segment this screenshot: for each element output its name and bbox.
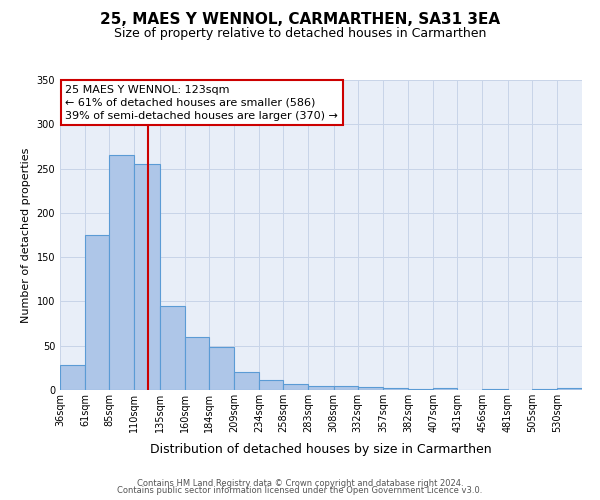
Bar <box>259 380 283 390</box>
Bar <box>185 337 209 390</box>
Bar <box>109 156 134 390</box>
Bar <box>308 386 334 390</box>
Y-axis label: Number of detached properties: Number of detached properties <box>21 148 31 322</box>
X-axis label: Distribution of detached houses by size in Carmarthen: Distribution of detached houses by size … <box>150 444 492 456</box>
Bar <box>160 306 185 390</box>
Text: Contains HM Land Registry data © Crown copyright and database right 2024.: Contains HM Land Registry data © Crown c… <box>137 478 463 488</box>
Bar <box>134 164 160 390</box>
Bar <box>557 388 582 390</box>
Bar <box>383 388 408 390</box>
Bar <box>334 386 358 390</box>
Bar <box>85 235 109 390</box>
Text: 25, MAES Y WENNOL, CARMARTHEN, SA31 3EA: 25, MAES Y WENNOL, CARMARTHEN, SA31 3EA <box>100 12 500 28</box>
Bar <box>60 365 85 390</box>
Bar <box>209 348 234 390</box>
Bar <box>408 389 433 390</box>
Bar <box>358 388 383 390</box>
Text: 25 MAES Y WENNOL: 123sqm
← 61% of detached houses are smaller (586)
39% of semi-: 25 MAES Y WENNOL: 123sqm ← 61% of detach… <box>65 84 338 121</box>
Bar <box>234 372 259 390</box>
Text: Size of property relative to detached houses in Carmarthen: Size of property relative to detached ho… <box>114 28 486 40</box>
Bar <box>532 389 557 390</box>
Bar <box>433 388 457 390</box>
Bar <box>283 384 308 390</box>
Bar <box>482 389 508 390</box>
Text: Contains public sector information licensed under the Open Government Licence v3: Contains public sector information licen… <box>118 486 482 495</box>
